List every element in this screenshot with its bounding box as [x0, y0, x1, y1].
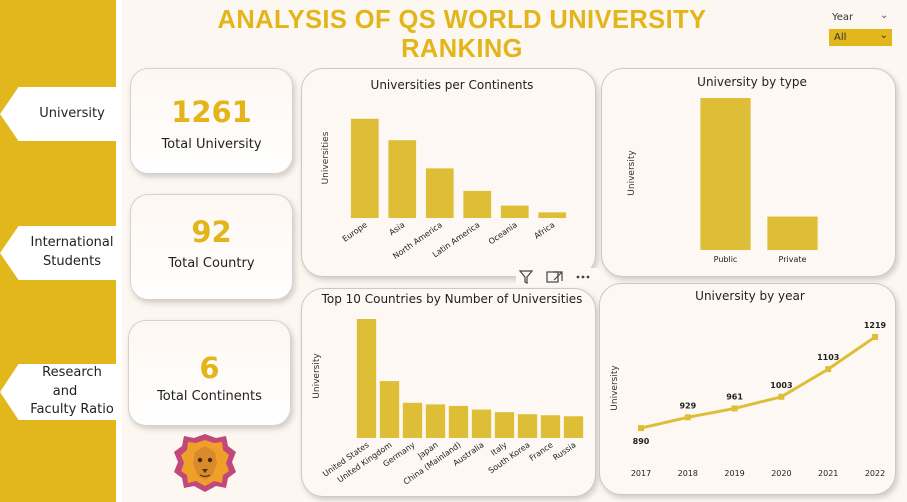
sidebar-item-label-line1: International [30, 235, 114, 251]
kpi-label: Total Continents [157, 389, 262, 404]
x-tick-label: 2019 [724, 469, 744, 478]
data-point [825, 366, 832, 373]
bar-china-mainland- [448, 405, 469, 438]
bar-africa [538, 212, 567, 218]
sidebar-item-label: University [11, 105, 105, 124]
chart-title: University by type [697, 75, 807, 89]
x-tick-label: 2022 [865, 469, 885, 478]
x-tick-label: Europe [341, 220, 369, 244]
kpi-value: 92 [191, 215, 232, 249]
bar-united-states [356, 319, 377, 438]
x-tick-label: Africa [533, 220, 557, 241]
data-point [684, 414, 691, 421]
x-tick-label: Asia [388, 220, 407, 237]
bar-japan [425, 404, 446, 438]
chart-card-universities-per-continents: Universities per Continents Universities E… [301, 68, 596, 277]
y-axis-label: University [627, 150, 637, 196]
kpi-value: 1261 [171, 95, 252, 129]
sidebar-item-international-students[interactable]: International Students [0, 226, 116, 280]
bar-oceania [500, 205, 529, 218]
kpi-card-total-country: 92 Total Country [130, 194, 293, 300]
chart-university-by-year: University by year University 890 2017 929 20… [610, 289, 887, 478]
year-slicer-dropdown[interactable]: All ⌄ [829, 29, 892, 46]
chart-universities-per-continents: Universities per Continents Universities E… [321, 78, 567, 261]
focus-mode-icon[interactable] [546, 271, 559, 283]
data-point [872, 334, 878, 340]
more-options-icon[interactable] [576, 275, 590, 279]
x-tick-label: Public [714, 255, 738, 264]
bar-germany [402, 402, 423, 438]
bar-russia [563, 416, 584, 438]
chart-card-university-by-type: University by type University Public Privat… [601, 68, 896, 277]
y-axis-label: University [312, 353, 322, 399]
bar-australia [471, 409, 492, 438]
x-tick-label: 2021 [818, 469, 838, 478]
x-tick-label: 2017 [631, 469, 651, 478]
data-point [778, 393, 785, 400]
filter-icon[interactable] [518, 270, 534, 284]
kpi-label: Total University [161, 137, 262, 152]
sidebar-item-label-line2: Students [43, 254, 101, 269]
chart-card-university-by-year: University by year University 890 2017 929 20… [599, 283, 896, 495]
sidebar-item-research-faculty-ratio[interactable]: Research and Faculty Ratio [0, 364, 116, 420]
sidebar-item-label-line1: University [39, 105, 105, 121]
sidebar-item-label-line1: Research and [42, 364, 102, 399]
page-title: ANALYSIS OF QS WORLD UNIVERSITY RANKING [217, 6, 707, 63]
bar-asia [388, 140, 417, 218]
y-axis-label: Universities [321, 131, 331, 184]
x-tick-label: France [528, 440, 555, 463]
bar-europe [350, 118, 379, 218]
bar-south-korea [517, 414, 538, 438]
data-label: 1103 [817, 353, 839, 362]
data-label: 961 [726, 392, 743, 401]
sidebar-item-label: International Students [3, 234, 114, 272]
x-tick-label: 2020 [771, 469, 791, 478]
data-point [638, 425, 644, 432]
chevron-down-icon[interactable]: ⌄ [880, 10, 889, 21]
data-label: 1003 [770, 381, 792, 390]
y-axis-label: University [610, 365, 620, 411]
bar-private [767, 216, 818, 250]
bar-north-america [425, 168, 454, 218]
bar-italy [494, 412, 515, 438]
chart-university-by-type: University by type University Public Privat… [627, 75, 818, 264]
bar-united-kingdom [379, 381, 400, 438]
chart-title: University by year [695, 289, 805, 303]
series-line [640, 335, 876, 430]
data-point [731, 405, 738, 412]
x-tick-label: 2018 [678, 469, 698, 478]
x-tick-label: Russia [551, 440, 577, 462]
kpi-card-total-continents: 6 Total Continents [128, 320, 291, 426]
chevron-down-icon: ⌄ [879, 30, 888, 41]
kpi-label: Total Country [168, 256, 255, 271]
x-tick-label: Oceania [487, 220, 519, 246]
data-label: 1219 [864, 321, 887, 330]
kpi-value: 6 [199, 351, 220, 385]
chart-card-top-10-countries: Top 10 Countries by Number of Universiti… [301, 288, 596, 497]
sidebar-item-label-line2: Faculty Ratio [30, 402, 114, 418]
chart-top-10-countries: Top 10 Countries by Number of Universiti… [312, 292, 584, 487]
bar-latin-america [463, 190, 492, 218]
sidebar-item-university[interactable]: University [0, 87, 116, 141]
chart-title: Universities per Continents [371, 78, 534, 92]
x-tick-label: Private [779, 255, 807, 264]
bar-france [540, 415, 561, 438]
data-label: 890 [633, 437, 650, 446]
year-slicer-label: Year [832, 12, 854, 23]
data-label: 929 [679, 401, 696, 410]
bar-public [700, 98, 751, 250]
lion-logo-icon [174, 434, 236, 492]
chart-title: Top 10 Countries by Number of Universiti… [321, 292, 583, 306]
visual-header [516, 268, 600, 286]
sidebar-item-label: Research and Faculty Ratio [0, 364, 116, 420]
kpi-card-total-university: 1261 Total University [130, 68, 293, 174]
year-slicer-value: All [834, 32, 847, 43]
